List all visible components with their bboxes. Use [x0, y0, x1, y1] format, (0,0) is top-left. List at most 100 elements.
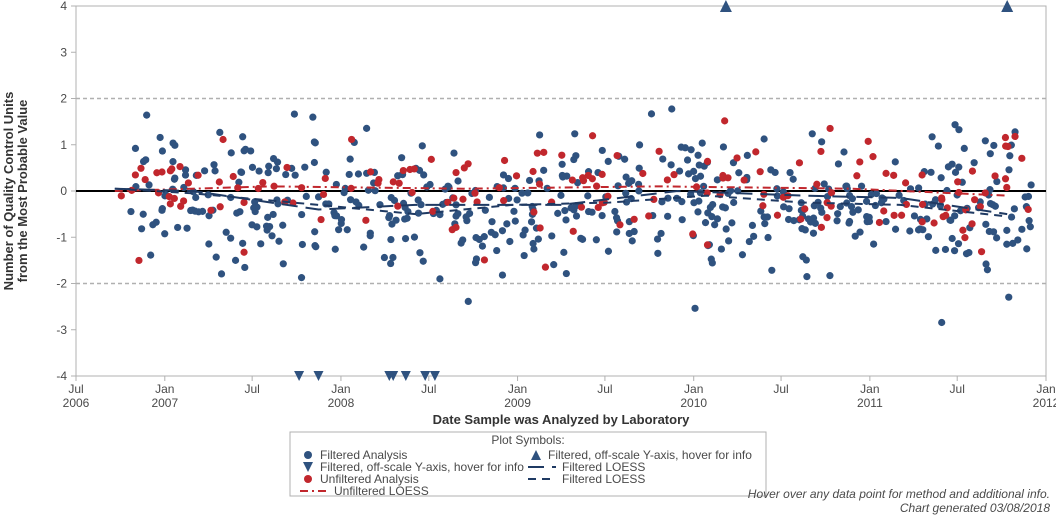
filtered-point[interactable]	[333, 212, 340, 219]
unfiltered-point[interactable]	[880, 207, 887, 214]
filtered-point[interactable]	[301, 164, 308, 171]
unfiltered-point[interactable]	[689, 230, 696, 237]
filtered-point[interactable]	[465, 298, 472, 305]
filtered-point[interactable]	[332, 246, 339, 253]
filtered-point[interactable]	[227, 235, 234, 242]
filtered-point[interactable]	[242, 146, 249, 153]
filtered-point[interactable]	[479, 243, 486, 250]
filtered-point[interactable]	[311, 228, 318, 235]
filtered-point[interactable]	[767, 166, 774, 173]
unfiltered-point[interactable]	[450, 194, 457, 201]
filtered-point[interactable]	[252, 208, 259, 215]
filtered-point[interactable]	[735, 169, 742, 176]
filtered-point[interactable]	[668, 161, 675, 168]
filtered-point[interactable]	[571, 130, 578, 137]
filtered-point[interactable]	[499, 227, 506, 234]
unfiltered-point[interactable]	[670, 171, 677, 178]
unfiltered-point[interactable]	[406, 166, 413, 173]
filtered-point[interactable]	[657, 230, 664, 237]
filtered-point[interactable]	[570, 156, 577, 163]
filtered-point[interactable]	[821, 180, 828, 187]
filtered-point[interactable]	[559, 161, 566, 168]
filtered-point[interactable]	[182, 171, 189, 178]
filtered-point[interactable]	[554, 210, 561, 217]
filtered-point[interactable]	[659, 155, 666, 162]
unfiltered-point[interactable]	[1011, 133, 1018, 140]
filtered-point[interactable]	[401, 215, 408, 222]
unfiltered-point[interactable]	[362, 217, 369, 224]
filtered-point[interactable]	[275, 238, 282, 245]
filtered-point[interactable]	[159, 147, 166, 154]
unfiltered-point[interactable]	[865, 138, 872, 145]
unfiltered-point[interactable]	[971, 196, 978, 203]
filtered-point[interactable]	[709, 201, 716, 208]
filtered-point[interactable]	[385, 214, 392, 221]
unfiltered-point[interactable]	[283, 164, 290, 171]
filtered-point[interactable]	[935, 142, 942, 149]
unfiltered-point[interactable]	[954, 178, 961, 185]
filtered-point[interactable]	[398, 154, 405, 161]
filtered-point[interactable]	[419, 142, 426, 149]
filtered-point[interactable]	[882, 218, 889, 225]
filtered-point[interactable]	[171, 176, 178, 183]
unfiltered-point[interactable]	[759, 202, 766, 209]
filtered-point[interactable]	[1008, 213, 1015, 220]
filtered-point[interactable]	[561, 207, 568, 214]
filtered-point[interactable]	[387, 236, 394, 243]
unfiltered-point[interactable]	[217, 203, 224, 210]
filtered-point[interactable]	[311, 159, 318, 166]
unfiltered-point[interactable]	[135, 257, 142, 264]
filtered-point[interactable]	[270, 155, 277, 162]
filtered-point[interactable]	[932, 247, 939, 254]
unfiltered-point[interactable]	[207, 207, 214, 214]
filtered-point[interactable]	[473, 255, 480, 262]
unfiltered-point[interactable]	[534, 150, 541, 157]
unfiltered-point[interactable]	[570, 228, 577, 235]
unfiltered-point[interactable]	[1018, 155, 1025, 162]
filtered-point[interactable]	[629, 237, 636, 244]
filtered-point[interactable]	[311, 242, 318, 249]
filtered-point[interactable]	[292, 172, 299, 179]
filtered-point[interactable]	[773, 185, 780, 192]
filtered-point[interactable]	[948, 161, 955, 168]
filtered-point[interactable]	[648, 110, 655, 117]
filtered-point[interactable]	[416, 249, 423, 256]
filtered-point[interactable]	[1027, 223, 1034, 230]
filtered-point[interactable]	[550, 261, 557, 268]
unfiltered-point[interactable]	[599, 171, 606, 178]
filtered-point[interactable]	[749, 222, 756, 229]
filtered-point[interactable]	[573, 212, 580, 219]
filtered-point[interactable]	[870, 240, 877, 247]
filtered-point[interactable]	[241, 264, 248, 271]
filtered-point[interactable]	[915, 184, 922, 191]
unfiltered-point[interactable]	[540, 149, 547, 156]
unfiltered-point[interactable]	[826, 125, 833, 132]
filtered-point[interactable]	[562, 216, 569, 223]
filtered-point[interactable]	[239, 133, 246, 140]
filtered-point[interactable]	[249, 164, 256, 171]
unfiltered-point[interactable]	[940, 213, 947, 220]
unfiltered-point[interactable]	[645, 212, 652, 219]
filtered-point[interactable]	[668, 105, 675, 112]
unfiltered-point[interactable]	[167, 200, 174, 207]
filtered-point[interactable]	[694, 208, 701, 215]
filtered-point[interactable]	[312, 139, 319, 146]
unfiltered-point[interactable]	[219, 136, 226, 143]
filtered-point[interactable]	[809, 130, 816, 137]
unfiltered-point[interactable]	[409, 189, 416, 196]
filtered-point[interactable]	[472, 234, 479, 241]
filtered-point[interactable]	[802, 226, 809, 233]
unfiltered-point[interactable]	[452, 169, 459, 176]
filtered-point[interactable]	[402, 235, 409, 242]
unfiltered-point[interactable]	[481, 256, 488, 263]
filtered-point[interactable]	[723, 225, 730, 232]
filtered-point[interactable]	[961, 145, 968, 152]
filtered-point[interactable]	[679, 216, 686, 223]
filtered-point[interactable]	[692, 175, 699, 182]
filtered-point[interactable]	[688, 146, 695, 153]
unfiltered-point[interactable]	[991, 172, 998, 179]
unfiltered-point[interactable]	[317, 216, 324, 223]
filtered-point[interactable]	[510, 208, 517, 215]
filtered-point[interactable]	[786, 169, 793, 176]
filtered-point[interactable]	[614, 182, 621, 189]
